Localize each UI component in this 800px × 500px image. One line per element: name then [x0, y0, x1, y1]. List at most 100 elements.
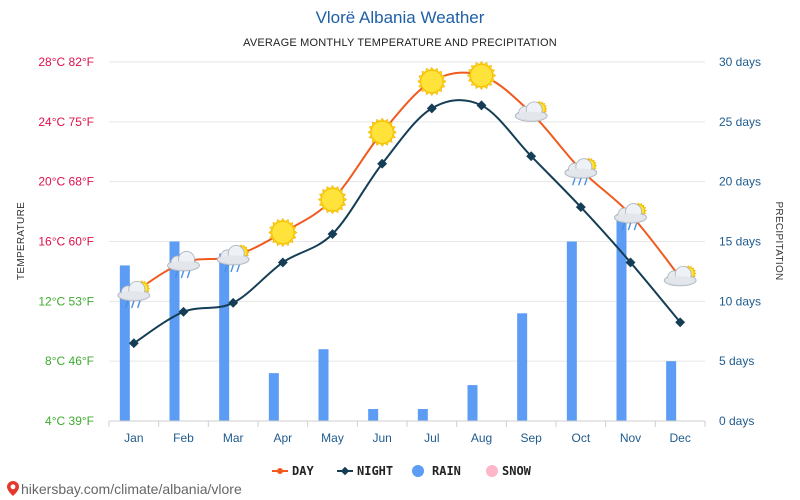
night-point-jan: [128, 338, 139, 349]
x-tick-label-dec: Dec: [669, 431, 690, 445]
left-tick-label: 8°C 46°F: [45, 354, 94, 368]
rain-drop: [627, 222, 632, 231]
sun-shape: [417, 66, 447, 97]
day-line: [133, 71, 681, 294]
night-point-sep: [526, 151, 537, 162]
rain-drop: [224, 264, 228, 273]
legend-label: RAIN: [432, 464, 461, 478]
rain-bar-jul: [417, 409, 428, 421]
sun-disc: [271, 221, 295, 244]
rain-bar-dec: [666, 361, 677, 421]
chart-title: Vlorë Albania Weather: [316, 8, 485, 27]
legend-item-night[interactable]: NIGHT: [337, 464, 393, 478]
rain-bar-jan: [119, 265, 130, 421]
legend-dot-icon: [486, 465, 498, 477]
legend-item-day[interactable]: DAY: [272, 464, 314, 478]
source-text: hikersbay.com/climate/albania/vlore: [21, 481, 242, 497]
temperature-lines: [128, 71, 686, 349]
x-tick-label-nov: Nov: [620, 431, 641, 445]
rain-bar-oct: [566, 241, 577, 421]
partly-cloudy-icon: [514, 100, 548, 122]
rain-bar-sep: [517, 313, 528, 421]
x-tick-label-oct: Oct: [571, 431, 590, 445]
cloud-fill: [616, 213, 645, 222]
cloud-shape: [117, 280, 151, 302]
left-tick-label: 28°C 82°F: [38, 55, 94, 69]
legend-item-snow[interactable]: SNOW: [486, 464, 532, 478]
cloud-shape: [564, 158, 598, 179]
source-link[interactable]: hikersbay.com/climate/albania/vlore: [7, 481, 242, 497]
rain-bar-mar: [219, 253, 230, 421]
cloud-fill: [516, 111, 546, 121]
gridlines: [109, 61, 705, 422]
rain-drop: [578, 177, 582, 186]
right-tick-label: 0 days: [719, 414, 754, 428]
cloud-fill: [119, 291, 149, 300]
night-point-aug: [476, 100, 487, 111]
sun-icon: [466, 60, 497, 91]
cloud-fill: [665, 276, 695, 285]
partly-cloudy-rain-icon: [564, 157, 598, 186]
night-point-feb: [178, 306, 189, 317]
x-tick-label-jun: Jun: [372, 431, 391, 445]
sun-shape: [268, 217, 298, 248]
legend-item-rain[interactable]: RAIN: [412, 464, 461, 478]
partly-cloudy-rain-icon: [216, 244, 250, 273]
right-tick-label: 30 days: [719, 55, 761, 69]
sun-disc: [370, 120, 394, 144]
rain-drop: [180, 270, 185, 279]
right-axis-title: PRECIPITATION: [773, 201, 784, 280]
night-point-apr: [277, 257, 288, 268]
right-tick-label: 15 days: [719, 235, 761, 249]
left-tick-label: 16°C 60°F: [38, 235, 94, 249]
night-point-jun: [377, 158, 388, 169]
legend: DAY NIGHT RAIN SNOW: [272, 464, 532, 478]
rain-bar-may: [318, 349, 329, 421]
sun-icon: [417, 66, 447, 97]
sun-shape: [466, 60, 497, 91]
sun-shape: [317, 184, 348, 215]
location-pin-icon: [7, 481, 19, 496]
right-tick-label: 10 days: [719, 294, 761, 308]
night-point-oct: [575, 202, 586, 213]
x-tick-label-may: May: [321, 431, 344, 445]
cloud-shape: [216, 245, 250, 266]
x-tick-label-jul: Jul: [424, 431, 439, 445]
legend-label: SNOW: [502, 464, 532, 478]
rain-drop: [125, 300, 129, 309]
x-tick-label-jan: Jan: [124, 431, 143, 445]
cloud-shape: [514, 101, 548, 122]
night-point-nov: [625, 257, 636, 268]
night-point-mar: [228, 297, 239, 308]
partly-cloudy-rain-icon: [117, 280, 151, 309]
rain-drop: [131, 300, 135, 309]
right-tick-label: 25 days: [719, 115, 761, 129]
left-tick-label: 12°C 53°F: [38, 294, 94, 308]
rain-bars: [119, 217, 677, 421]
sun-disc: [321, 188, 344, 212]
rain-drop: [621, 222, 626, 231]
rain-drop: [236, 264, 240, 273]
right-tick-label: 20 days: [719, 175, 761, 189]
left-tick-label: 20°C 68°F: [38, 175, 94, 189]
rain-drop: [633, 222, 638, 231]
legend-marker-icon: [277, 468, 283, 474]
rain-drop: [186, 270, 191, 279]
sun-icon: [317, 184, 348, 215]
sun-shape: [367, 117, 397, 147]
x-tick-label-apr: Apr: [273, 431, 292, 445]
rain-drop: [230, 264, 234, 273]
partly-cloudy-icon: [663, 265, 697, 287]
cloud-rain-icon: [167, 251, 200, 279]
sun-icon: [367, 117, 397, 147]
right-tick-label: 5 days: [719, 354, 754, 368]
cloud-fill: [566, 168, 596, 177]
weather-icons: [117, 60, 697, 309]
chart-subtitle: AVERAGE MONTHLY TEMPERATURE AND PRECIPIT…: [243, 37, 557, 49]
legend-label: DAY: [292, 464, 314, 478]
rain-drop: [137, 300, 141, 309]
cloud-shape: [663, 265, 697, 287]
x-tick-label-mar: Mar: [223, 431, 244, 445]
sun-icon: [268, 217, 298, 248]
cloud-shape: [614, 203, 647, 224]
